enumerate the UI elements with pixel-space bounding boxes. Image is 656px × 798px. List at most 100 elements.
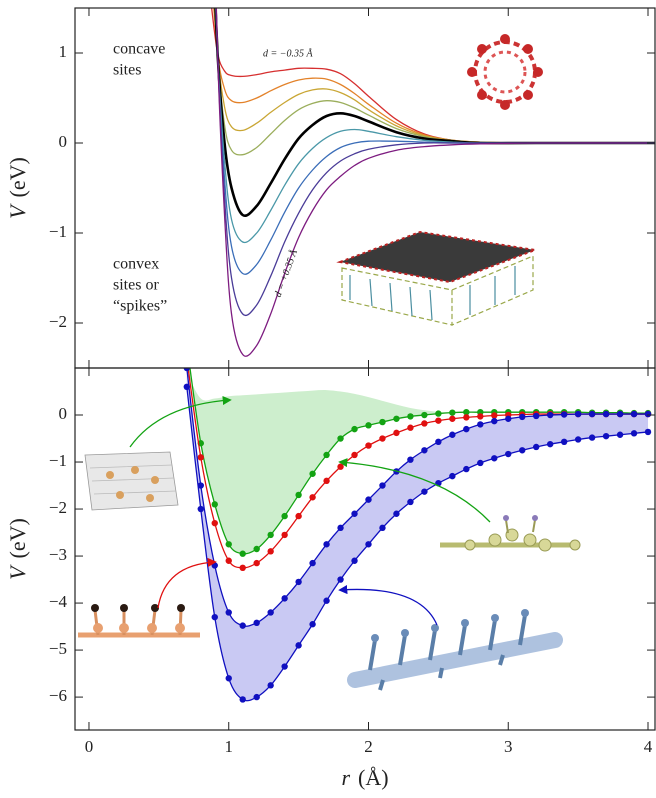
marker [253,559,260,567]
marker [239,622,246,629]
marker [546,440,554,448]
marker [309,559,316,567]
marker [560,438,568,446]
marker [337,576,344,583]
marker [463,414,470,421]
marker [309,494,316,501]
marker [463,408,470,416]
marker [407,498,414,506]
marker [253,693,260,701]
marker [351,510,358,517]
curve [215,8,655,357]
curve-label: d = −0.35 Å [263,47,313,59]
marker [323,597,330,604]
marker [560,411,568,418]
marker [644,428,652,436]
curve-label: d = +0.35 Å [272,247,301,299]
marker [211,613,218,621]
marker [351,451,358,459]
y-tick-label: −3 [49,545,67,564]
marker [281,512,288,520]
plots: −2 −1 0 1 V (eV) concave sites convex sites or “sp… [5,7,656,790]
marker [183,368,191,372]
y-axis-symbol: V [5,203,30,219]
marker [337,435,344,442]
marker [267,548,274,555]
y-tick-label: 1 [59,42,68,61]
marker [574,410,582,418]
annotation: convex [113,256,159,273]
marker [421,488,428,495]
marker [449,472,456,480]
marker [211,519,218,527]
annotation: “spikes” [113,298,167,315]
marker [197,482,204,489]
marker [519,447,526,454]
marker [449,431,456,438]
marker [491,412,498,419]
x-tick-label: 4 [644,737,653,756]
marker [239,696,246,703]
marker [225,541,232,548]
marker [295,642,302,649]
graphene-on-substrate-image [336,230,539,326]
plot-area [210,8,655,357]
x-axis-symbol: r [341,765,350,790]
marker [365,541,372,548]
arrows [129,395,491,626]
marker [225,557,232,564]
y-tick-label: −4 [49,592,68,611]
arrow [129,395,232,448]
marker [491,417,498,425]
x-tick-label: 3 [504,737,513,756]
marker [602,432,610,440]
marker [365,442,372,449]
marker [295,512,302,520]
marker [267,609,274,616]
marker [449,415,456,422]
marker [407,413,414,420]
y-tick-label: −2 [49,498,67,517]
graphene-sheet-image [84,451,179,511]
marker [435,438,442,446]
marker [337,524,344,532]
marker [491,455,498,462]
y-tick-label: 0 [59,132,68,151]
blue-structure-image [347,609,563,691]
curve [215,8,655,317]
marker [588,410,596,418]
marker [477,413,484,420]
marker [267,682,274,689]
y-tick-label: −2 [49,312,67,331]
marker [407,424,414,431]
marker [505,415,512,422]
marker [574,436,582,443]
x-axis-label: r (Å) [341,765,388,790]
marker [379,524,386,532]
curve [215,8,655,244]
y-axis-unit: (eV) [5,518,30,558]
marker [323,541,330,548]
marker [281,595,288,602]
marker [533,412,540,420]
marker [421,447,428,454]
arrow [338,458,491,523]
marker [281,531,288,539]
marker [533,443,540,451]
marker [477,459,484,467]
marker [407,456,414,463]
y-tick-label: −5 [49,639,67,658]
frame [74,367,656,731]
marker [225,609,232,616]
marker [630,410,638,418]
marker [644,410,652,418]
y-tick-label: −1 [49,222,67,241]
y-axis-unit: (eV) [5,157,30,197]
shaded-band [186,368,649,701]
marker [435,417,442,424]
marker [225,675,232,682]
arrow [338,585,438,626]
marker [281,663,288,670]
y-tick-label: −1 [49,451,67,470]
marker [393,510,400,517]
